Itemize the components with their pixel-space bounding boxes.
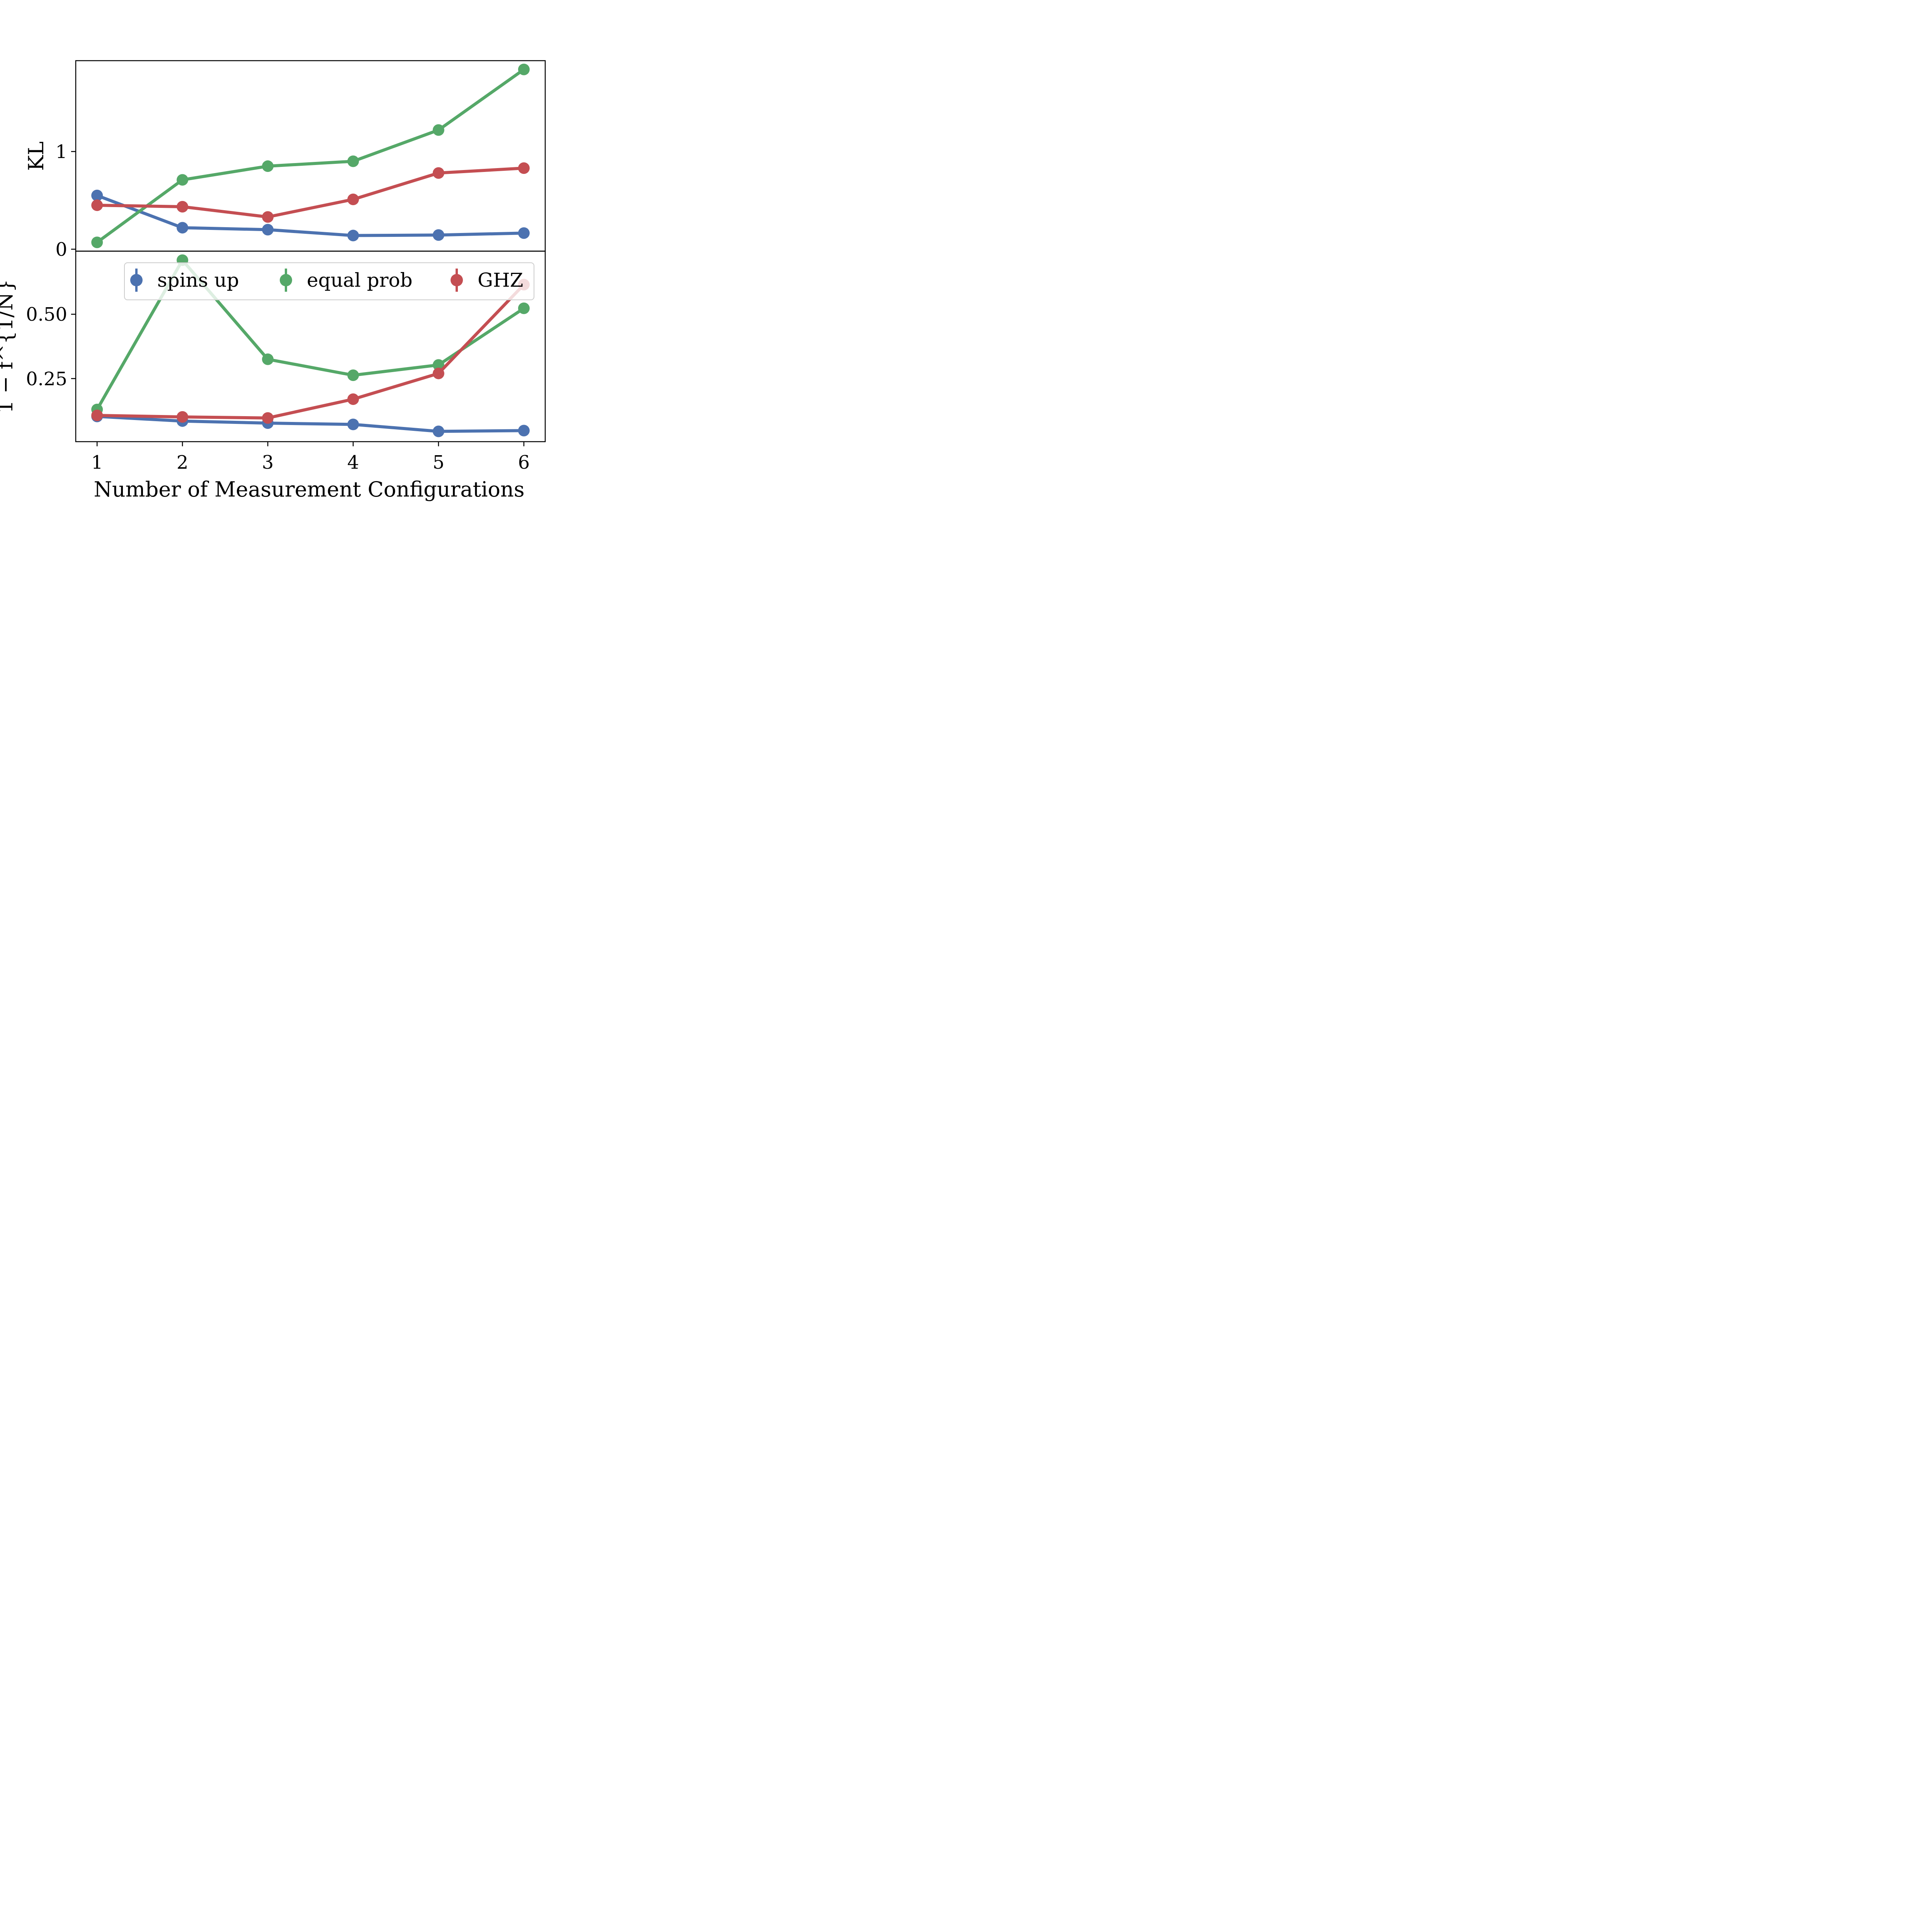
x-tick-label-0: 1: [91, 452, 103, 473]
x-tick-label-2: 3: [262, 452, 274, 473]
top-series-1-point-5: [518, 63, 530, 75]
bottom-series-2-point-2: [262, 412, 274, 424]
x-ticks: 1 2 3 4 5 6: [91, 442, 530, 473]
bottom-panel-frame: [75, 250, 546, 442]
top-series-2-point-0: [91, 199, 103, 211]
legend-box: [124, 262, 534, 300]
top-series-0-point-4: [432, 229, 444, 241]
bottom-series-1-point-3: [347, 369, 359, 381]
legend-label-2: GHZ: [478, 269, 523, 291]
top-series-0-point-3: [347, 230, 359, 242]
top-series-line-0: [95, 194, 526, 237]
top-series-2-point-2: [262, 211, 274, 223]
bottom-series-line-2: [95, 283, 526, 420]
bottom-series-0-point-5: [518, 425, 530, 437]
x-axis-label: Number of Measurement Configurations: [94, 477, 525, 502]
bottom-y-tick-label-0: 0.25: [26, 368, 67, 390]
top-panel-frame: [75, 60, 546, 252]
bottom-series-line-0: [95, 415, 526, 433]
top-series-2-point-5: [518, 162, 530, 174]
bottom-series-2-point-4: [432, 367, 444, 379]
bottom-y-tick-label-1: 0.50: [26, 304, 67, 325]
legend-marker-0: [130, 274, 143, 286]
x-tick-label-1: 2: [177, 452, 189, 473]
legend-marker-1: [280, 274, 292, 286]
top-panel-series: [91, 63, 530, 248]
legend: spins up equal prob GHZ: [124, 262, 534, 300]
legend-label-1: equal prob: [307, 269, 413, 291]
legend-marker-2: [451, 274, 463, 286]
legend-label-0: spins up: [157, 269, 239, 291]
top-y-tick-label-1: 1: [55, 141, 67, 163]
top-y-tick-label-0: 0: [55, 239, 67, 260]
top-series-1-point-4: [432, 124, 444, 136]
bottom-series-2-point-1: [177, 411, 189, 423]
top-series-0-point-1: [177, 222, 189, 234]
top-series-2-point-1: [177, 201, 189, 213]
top-series-2-point-3: [347, 194, 359, 206]
bottom-y-ticks: 0.25 0.50: [26, 304, 76, 390]
top-series-0-point-2: [262, 224, 274, 236]
x-tick-label-3: 4: [347, 452, 359, 473]
top-series-0-point-5: [518, 227, 530, 239]
top-series-1-point-0: [91, 236, 103, 248]
bottom-series-2-point-3: [347, 393, 359, 405]
top-y-axis-label: KL: [24, 141, 48, 171]
bottom-series-0-point-4: [432, 425, 444, 437]
x-tick-label-5: 6: [518, 452, 530, 473]
top-series-1-point-2: [262, 160, 274, 172]
x-tick-label-4: 5: [433, 452, 445, 473]
bottom-y-axis-label: 1 − f^{1/N}: [0, 279, 17, 413]
bottom-series-1-point-2: [262, 353, 274, 365]
top-series-0-point-0: [91, 189, 103, 201]
top-series-1-point-3: [347, 155, 359, 167]
top-series-line-2: [95, 167, 526, 219]
bottom-series-2-point-0: [91, 410, 103, 422]
bottom-series-1-point-4: [432, 359, 444, 371]
top-series-1-point-1: [177, 174, 189, 186]
bottom-series-0-point-3: [347, 418, 359, 430]
bottom-series-1-point-5: [518, 302, 530, 314]
top-series-2-point-4: [432, 167, 444, 179]
top-series-line-1: [95, 68, 526, 244]
top-y-ticks: 01: [55, 141, 76, 260]
